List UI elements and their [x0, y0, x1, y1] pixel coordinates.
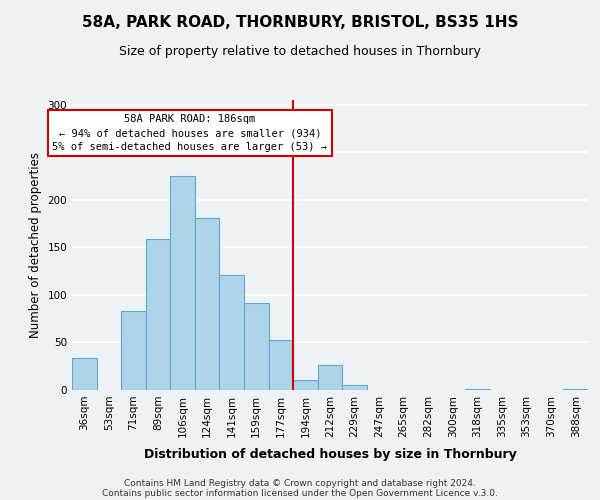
Bar [244, 302, 269, 390]
Text: Contains public sector information licensed under the Open Government Licence v.: Contains public sector information licen… [102, 488, 498, 498]
Text: Contains HM Land Registry data © Crown copyright and database right 2024.: Contains HM Land Registry data © Crown c… [124, 478, 476, 488]
Bar [72, 358, 97, 390]
Bar [269, 340, 293, 390]
Bar [170, 176, 195, 390]
Bar [293, 380, 318, 390]
Y-axis label: Number of detached properties: Number of detached properties [29, 152, 42, 338]
Bar [146, 239, 170, 390]
X-axis label: Distribution of detached houses by size in Thornbury: Distribution of detached houses by size … [143, 448, 517, 461]
Bar [195, 218, 220, 390]
Text: 58A PARK ROAD: 186sqm
← 94% of detached houses are smaller (934)
5% of semi-deta: 58A PARK ROAD: 186sqm ← 94% of detached … [52, 114, 328, 152]
Bar [563, 389, 588, 390]
Text: 58A, PARK ROAD, THORNBURY, BRISTOL, BS35 1HS: 58A, PARK ROAD, THORNBURY, BRISTOL, BS35… [82, 15, 518, 30]
Bar [465, 389, 490, 390]
Bar [318, 366, 342, 390]
Text: Size of property relative to detached houses in Thornbury: Size of property relative to detached ho… [119, 45, 481, 58]
Bar [220, 275, 244, 390]
Bar [121, 311, 146, 390]
Bar [342, 385, 367, 390]
